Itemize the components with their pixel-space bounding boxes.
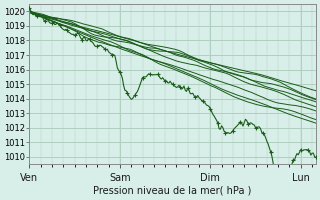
X-axis label: Pression niveau de la mer( hPa ): Pression niveau de la mer( hPa ) xyxy=(93,186,252,196)
